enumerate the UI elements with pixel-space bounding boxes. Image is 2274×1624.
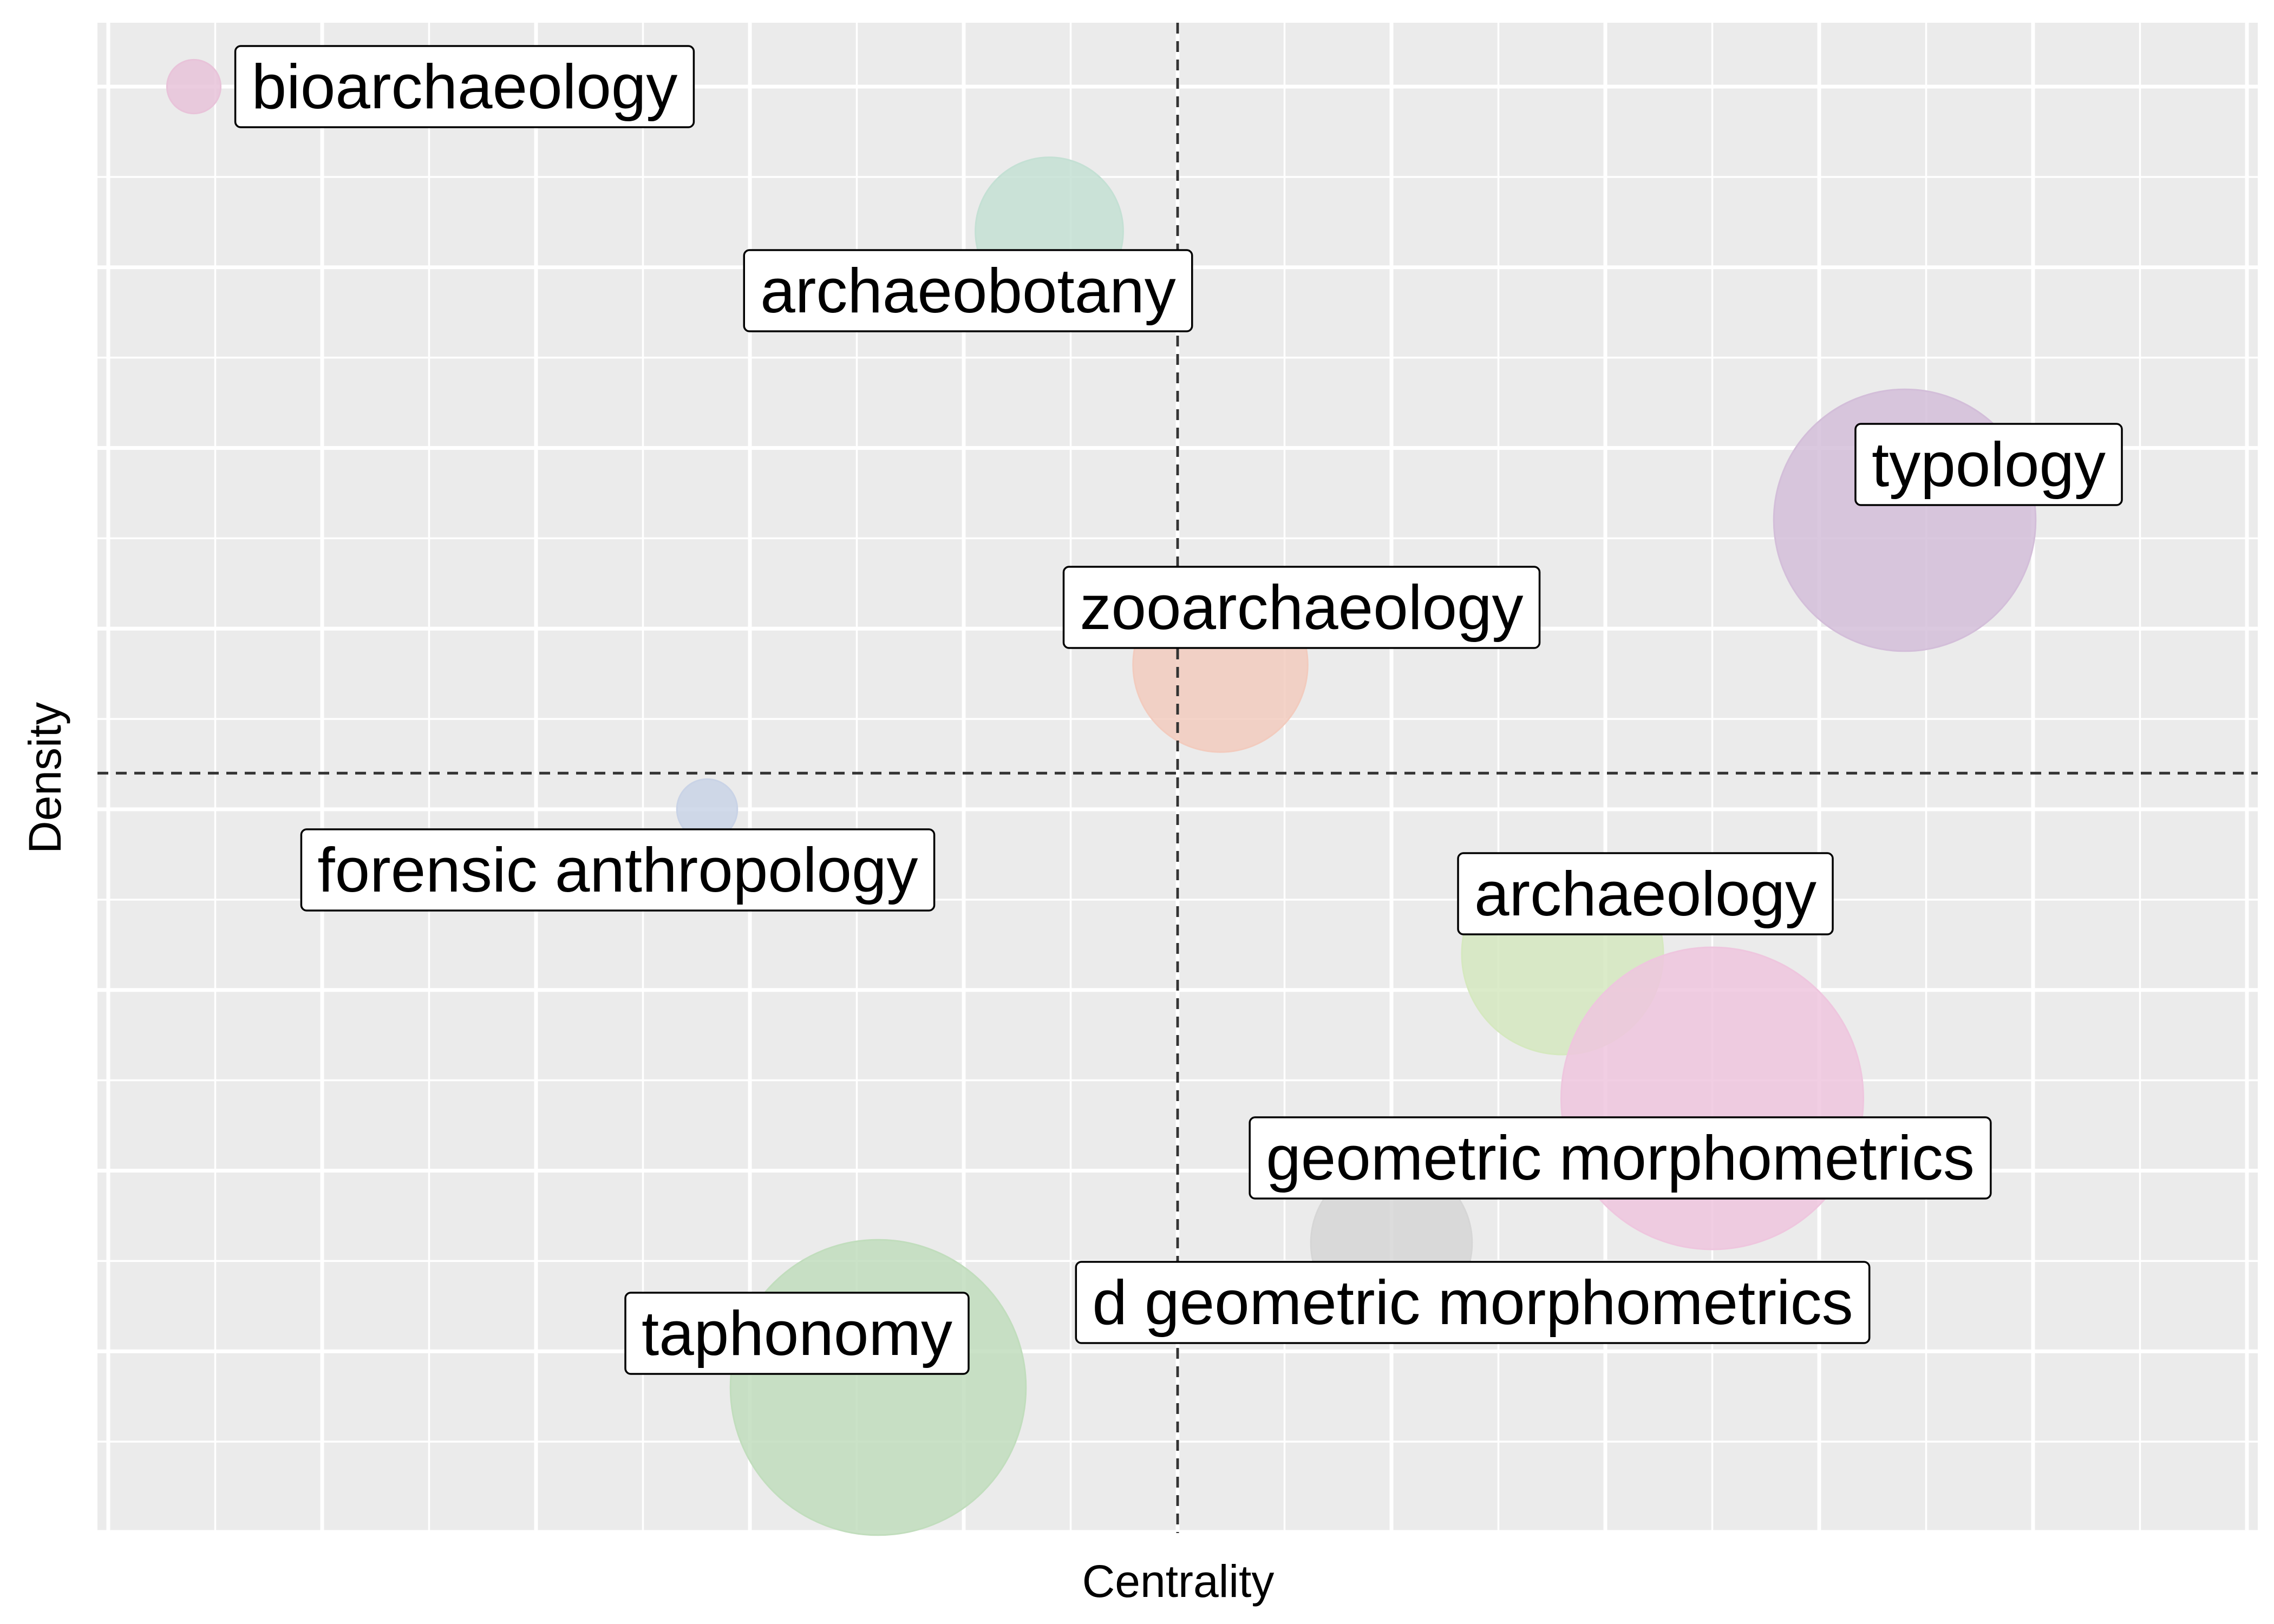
- bubble-label-box: [234, 45, 695, 128]
- bubble-label-box: [1062, 566, 1541, 649]
- bubble-label-box: [1854, 423, 2123, 506]
- bubble-label: forensic anthropology: [300, 828, 936, 912]
- bubble-label-text: taphonomy: [642, 1298, 952, 1368]
- bubble-labels: bioarchaeology archaeobotany typology zooar…: [234, 45, 2123, 1375]
- bubble-label-box: [1457, 852, 1834, 935]
- bubble-label: typology: [1854, 423, 2123, 506]
- y-axis-title: Density: [19, 702, 70, 854]
- bubble-point: [166, 58, 222, 115]
- bubble-label-box: [624, 1292, 970, 1375]
- bubble-label-text: d geometric morphometrics: [1092, 1267, 1853, 1338]
- bubble-label: d geometric morphometrics: [1075, 1261, 1871, 1344]
- bubble-label-text: archaeology: [1474, 859, 1816, 929]
- bubble-point: [1560, 946, 1864, 1250]
- bubble-label: archaeobotany: [743, 249, 1193, 332]
- bubble-label-text: bioarchaeology: [252, 51, 678, 122]
- bubble-point: [729, 1239, 1027, 1536]
- bubble-label-box: [743, 249, 1193, 332]
- bubble-label-box: [300, 828, 936, 912]
- bubble-label-text: geometric morphometrics: [1266, 1123, 1975, 1193]
- bubble-label: taphonomy: [624, 1292, 970, 1375]
- bubble-label: bioarchaeology: [234, 45, 695, 128]
- bubble-label: zooarchaeology: [1062, 566, 1541, 649]
- bubble-label-box: [1075, 1261, 1871, 1344]
- bubble-label-text: forensic anthropology: [317, 835, 918, 905]
- bubble-label-text: archaeobotany: [760, 256, 1175, 326]
- bubble-label: geometric morphometrics: [1249, 1116, 1992, 1200]
- bubble-label-box: [1249, 1116, 1992, 1200]
- bubble-label-text: zooarchaeology: [1080, 572, 1523, 643]
- x-axis-title: Centrality: [1082, 1556, 1275, 1607]
- bubble-label: archaeology: [1457, 852, 1834, 935]
- bubble-label-text: typology: [1872, 429, 2106, 500]
